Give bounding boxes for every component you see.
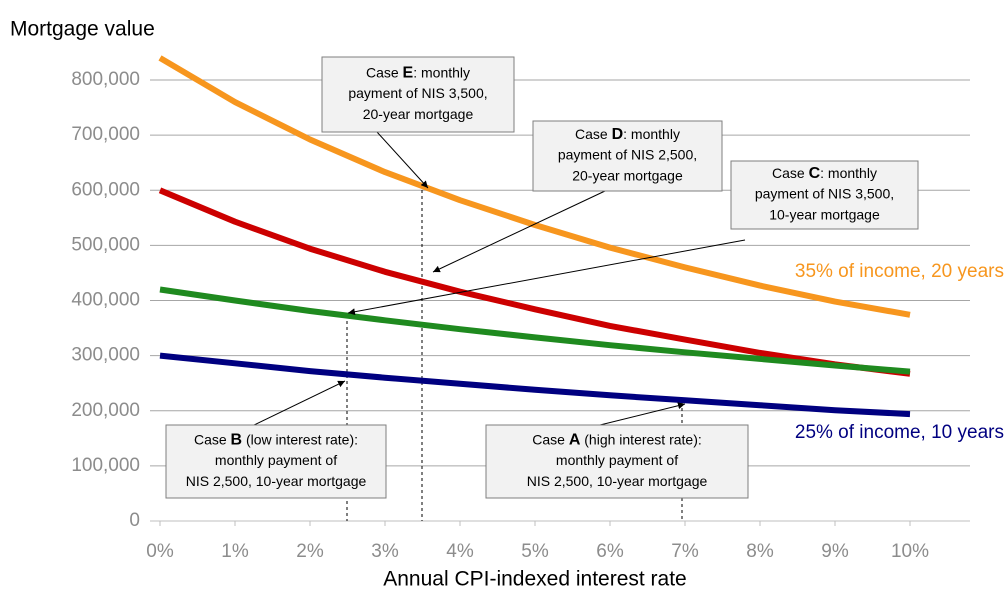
y-tick-label: 700,000 <box>71 124 140 145</box>
annotation-arrow <box>347 239 746 316</box>
x-tick-label: 10% <box>891 541 929 562</box>
annotation-letter: E <box>403 65 414 82</box>
x-tick-label: 7% <box>671 541 699 562</box>
annotation-rest: : monthly <box>413 64 470 80</box>
annotation-prefix: Case <box>194 431 231 447</box>
line-series <box>159 352 911 418</box>
annotation-box <box>532 120 723 192</box>
x-tick-label: 5% <box>521 541 549 562</box>
annotation-line: monthly payment of <box>215 452 337 468</box>
annotation-box <box>730 160 919 230</box>
y-tick-label: 300,000 <box>71 345 140 366</box>
line-series <box>158 187 911 377</box>
y-axis-label: Mortgage value <box>10 18 155 41</box>
annotation-line: payment of NIS 3,500, <box>348 85 487 101</box>
x-tick-label: 6% <box>596 541 624 562</box>
x-tick-label: 2% <box>296 541 324 562</box>
x-tick-label: 9% <box>821 541 849 562</box>
annotation-prefix: Case <box>772 165 809 181</box>
annotation-arrow <box>253 380 346 426</box>
annotation-box <box>165 424 387 499</box>
y-tick-label: 400,000 <box>71 290 140 311</box>
annotation-line: 10-year mortgage <box>769 207 880 223</box>
annotation-arrow <box>432 190 606 273</box>
annotation-line: payment of NIS 2,500, <box>558 147 697 163</box>
x-tick-label: 8% <box>746 541 774 562</box>
annotation-line: 20-year mortgage <box>363 106 474 122</box>
y-tick-label: 600,000 <box>71 179 140 200</box>
annotation-letter: D <box>612 126 624 143</box>
annotation-title: Case D: monthly <box>575 126 680 144</box>
annotation-prefix: Case <box>366 64 403 80</box>
annotation-rest: (high interest rate): <box>580 431 701 447</box>
line-series <box>159 286 911 375</box>
annotation-rest: : monthly <box>623 126 680 142</box>
annotation-letter: C <box>809 165 821 182</box>
annotation-letter: B <box>231 432 243 449</box>
annotation-title: Case E: monthly <box>366 64 470 82</box>
annotation-line: NIS 2,500, 10-year mortgage <box>527 473 708 489</box>
x-axis-label: Annual CPI-indexed interest rate <box>383 568 687 591</box>
annotation-line: monthly payment of <box>556 452 678 468</box>
x-tick-label: 0% <box>146 541 174 562</box>
annotation-box <box>485 424 749 499</box>
series-label: 25% of income, 10 years <box>795 422 1004 443</box>
x-tick-label: 4% <box>446 541 474 562</box>
annotation-line: payment of NIS 3,500, <box>755 186 894 202</box>
line-series <box>158 55 911 318</box>
annotation-line: NIS 2,500, 10-year mortgage <box>186 473 367 489</box>
annotation-arrow <box>599 402 686 426</box>
annotation-box <box>321 56 515 133</box>
annotation-rest: : monthly <box>820 165 877 181</box>
y-tick-label: 200,000 <box>71 400 140 421</box>
annotation-title: Case C: monthly <box>772 165 877 183</box>
annotation-rest: (low interest rate): <box>242 431 358 447</box>
annotation-arrow <box>376 131 429 189</box>
series-label: 35% of income, 20 years <box>795 261 1004 282</box>
y-tick-label: 800,000 <box>71 69 140 90</box>
y-tick-label: 0 <box>129 510 140 531</box>
annotation-title: Case B (low interest rate): <box>194 431 358 449</box>
y-tick-label: 100,000 <box>71 455 140 476</box>
x-tick-label: 1% <box>221 541 249 562</box>
x-tick-label: 3% <box>371 541 399 562</box>
y-tick-label: 500,000 <box>71 234 140 255</box>
annotation-prefix: Case <box>532 431 569 447</box>
annotation-title: Case A (high interest rate): <box>532 431 702 449</box>
annotation-letter: A <box>569 432 581 449</box>
annotation-prefix: Case <box>575 126 612 142</box>
annotation-line: 20-year mortgage <box>572 168 683 184</box>
